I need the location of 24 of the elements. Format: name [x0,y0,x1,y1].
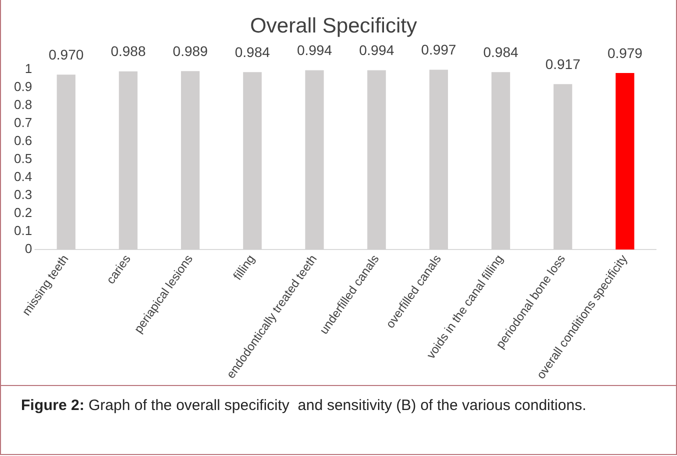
data-label: 0.970 [48,46,84,62]
y-tick-label: 0.5 [14,150,32,166]
y-tick-label: 0.1 [14,223,32,238]
data-label: 0.917 [545,56,581,72]
data-label: 0.984 [483,44,518,60]
data-label: 0.994 [359,42,394,58]
data-label: 0.997 [421,42,456,58]
data-label: 0.988 [110,43,146,60]
data-label: 0.984 [234,44,270,60]
y-tick-label: 0.9 [14,78,32,94]
y-tick-label: 0.6 [14,132,32,148]
y-tick-label: 0.7 [14,114,32,130]
y-tick-label: 0 [24,241,32,256]
y-tick-label: 1 [24,60,32,76]
y-tick-label: 0.8 [14,96,32,112]
y-tick-label: 0.2 [14,204,32,220]
chart-title: Overall Specificity [250,14,418,38]
bar [616,72,634,250]
data-label: 0.979 [607,44,643,61]
y-tick-label: 0.3 [14,186,32,202]
data-label: 0.994 [296,42,332,58]
y-tick-label: 0.4 [14,168,32,184]
data-label: 0.989 [172,43,208,60]
caption: Figure 2: Graph of the overall specificity and sensitivity (B) of the various conditions. [21,396,588,416]
